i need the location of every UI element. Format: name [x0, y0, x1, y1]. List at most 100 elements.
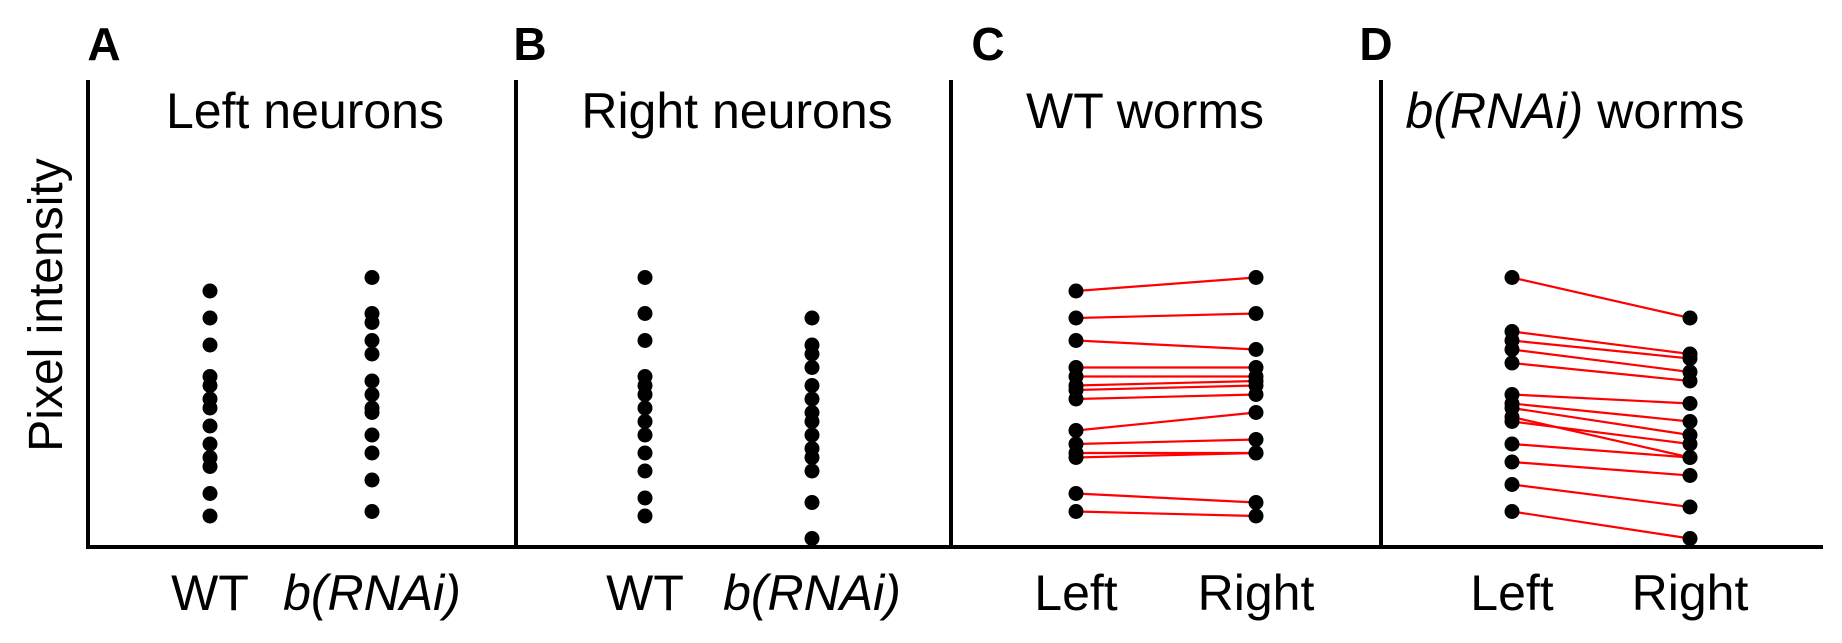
point-D-12-0 [1504, 477, 1520, 492]
point-C-12-1 [1248, 495, 1264, 510]
pair-line-C-7 [1075, 393, 1257, 401]
point-C-8-0 [1068, 423, 1084, 438]
point-D-11-1 [1682, 468, 1698, 483]
point-A-1-5 [364, 373, 380, 389]
point-B-0-7 [637, 414, 653, 429]
pair-line-C-0 [1075, 276, 1257, 293]
point-D-10-0 [1504, 436, 1520, 452]
pair-line-C-11 [1075, 451, 1257, 459]
point-C-7-0 [1068, 391, 1084, 407]
x-tick-D-0: Left [1470, 565, 1554, 621]
point-A-0-12 [202, 508, 218, 524]
point-A-1-10 [364, 445, 380, 461]
point-D-4-0 [1504, 355, 1520, 371]
point-D-9-1 [1682, 436, 1698, 452]
pair-line-D-12 [1511, 483, 1691, 509]
panel-title-D: b(RNAi) worms [1406, 83, 1745, 139]
panel-letter-A: A [87, 18, 120, 70]
pair-line-D-8 [1511, 415, 1691, 459]
point-C-2-0 [1068, 333, 1084, 348]
panel-D: Db(RNAi) worms Left Right [1359, 18, 1748, 621]
point-A-0-10 [202, 459, 218, 474]
panel-letter-B: B [513, 18, 546, 70]
point-A-1-8 [364, 405, 380, 420]
point-D-5-1 [1682, 396, 1698, 411]
point-B-0-12 [637, 508, 653, 524]
panels: A Left neurons WT b(RNAi) B Right neurons WT b(… [86, 18, 1748, 621]
point-C-13-1 [1248, 508, 1264, 524]
y-axis-label: Pixel intensity [20, 158, 73, 451]
point-C-11-1 [1248, 445, 1264, 461]
pair-line-D-5 [1511, 393, 1691, 405]
point-C-0-0 [1068, 283, 1084, 299]
pair-line-D-2 [1511, 339, 1691, 360]
pair-line-C-1 [1075, 312, 1257, 320]
panel-title-B: Right neurons [581, 83, 892, 139]
point-B-0-1 [637, 306, 653, 321]
point-B-1-8 [804, 427, 820, 443]
pair-line-C-8 [1075, 411, 1257, 432]
point-D-3-0 [1504, 342, 1520, 357]
point-C-1-1 [1248, 306, 1264, 321]
pair-line-C-13 [1075, 510, 1257, 518]
x-tick-B-1: b(RNAi) [723, 565, 901, 621]
point-A-0-6 [202, 400, 218, 416]
point-A-0-7 [202, 418, 218, 434]
point-B-1-12 [804, 495, 820, 510]
point-A-1-6 [364, 387, 380, 402]
point-A-0-2 [202, 337, 218, 353]
x-tick-C-1: Right [1198, 565, 1315, 621]
point-C-0-1 [1248, 270, 1264, 285]
point-B-1-10 [804, 450, 820, 465]
pair-line-D-4 [1511, 361, 1691, 383]
panel-letter-D: D [1359, 18, 1392, 70]
point-D-0-1 [1682, 310, 1698, 326]
pair-line-C-2 [1075, 339, 1257, 351]
x-tick-B-0: WT [606, 565, 684, 621]
pair-line-C-5 [1075, 379, 1257, 387]
point-A-0-8 [202, 436, 218, 452]
point-B-0-6 [637, 400, 653, 416]
point-D-13-0 [1504, 504, 1520, 519]
point-C-11-0 [1068, 450, 1084, 465]
point-A-1-9 [364, 427, 380, 443]
point-D-10-1 [1682, 450, 1698, 465]
x-tick-A-1: b(RNAi) [283, 565, 461, 621]
point-B-0-8 [637, 427, 653, 443]
pair-line-D-3 [1511, 348, 1691, 374]
point-D-0-0 [1504, 270, 1520, 285]
point-A-0-4 [202, 378, 218, 393]
point-C-8-1 [1248, 405, 1264, 420]
point-B-0-2 [637, 333, 653, 348]
pair-line-D-0 [1511, 276, 1691, 320]
point-A-1-11 [364, 472, 380, 488]
point-D-4-1 [1682, 373, 1698, 389]
panel-letter-C: C [971, 18, 1004, 70]
pair-line-D-1 [1511, 330, 1691, 356]
point-A-0-1 [202, 310, 218, 326]
point-A-1-2 [364, 315, 380, 330]
point-B-1-5 [804, 391, 820, 407]
panel-A: A Left neurons WT b(RNAi) [86, 18, 461, 621]
point-B-1-7 [804, 414, 820, 429]
point-C-13-0 [1068, 504, 1084, 519]
point-B-1-4 [804, 378, 820, 393]
point-B-0-9 [637, 445, 653, 461]
pair-line-C-9 [1075, 438, 1257, 446]
point-B-1-0 [804, 310, 820, 326]
point-B-0-10 [637, 463, 653, 479]
point-A-1-12 [364, 504, 380, 519]
point-B-1-2 [804, 346, 820, 362]
point-D-12-1 [1682, 499, 1698, 515]
point-C-2-1 [1248, 342, 1264, 357]
panel-title-A: Left neurons [166, 83, 444, 139]
point-B-1-13 [804, 531, 820, 546]
point-D-9-0 [1504, 414, 1520, 429]
point-C-7-1 [1248, 387, 1264, 402]
point-A-0-0 [202, 283, 218, 299]
panel-C: C WT worms Left Right [949, 18, 1315, 621]
pair-line-D-13 [1511, 510, 1691, 540]
panel-B: B Right neurons WT b(RNAi) [513, 18, 901, 621]
pair-line-D-10 [1511, 442, 1691, 459]
panel-title-C: WT worms [1026, 83, 1264, 139]
